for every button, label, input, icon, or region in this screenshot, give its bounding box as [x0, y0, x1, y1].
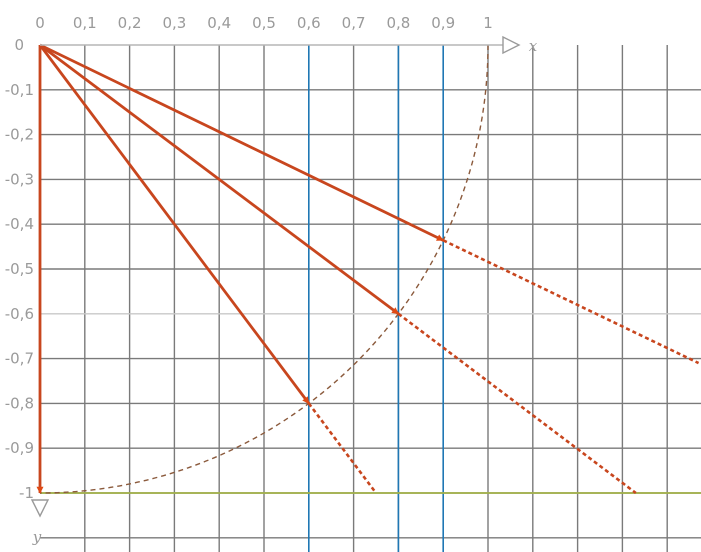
y-tick-label: 0 — [14, 36, 24, 54]
x-tick-label: 0,7 — [342, 14, 366, 32]
x-tick-label: 0,6 — [297, 14, 321, 32]
y-tick-label: -1 — [19, 484, 34, 502]
vector-arrow — [39, 43, 400, 315]
x-tick-label: 0,9 — [431, 14, 455, 32]
x-axis-name: x — [529, 37, 538, 55]
quarter-circle-path — [39, 44, 489, 494]
x-tick-label: 0,8 — [386, 14, 410, 32]
vector-arrow — [38, 44, 310, 405]
dashed-continuations — [307, 239, 700, 495]
x-tick-label: 0 — [35, 14, 45, 32]
y-tick-label: -0,5 — [5, 260, 34, 278]
y-tick-label: -0,1 — [5, 81, 34, 99]
tick-labels: 0 0,1 0,2 0,3 0,4 0,5 0,6 0,7 0,8 0,9 1 0 -0,1 -0,2 -0… — [5, 14, 538, 546]
quarter-circle-curve — [39, 44, 489, 494]
dashed-continuation-line — [442, 239, 700, 365]
x-axis-arrow-icon — [502, 35, 521, 55]
y-tick-label: -0,9 — [5, 439, 34, 457]
y-tick-label: -0,2 — [5, 126, 34, 144]
x-tick-label: 0,2 — [118, 14, 142, 32]
x-tick-label: 0,3 — [162, 14, 186, 32]
axes — [30, 35, 521, 518]
highlight-lines — [40, 45, 701, 552]
vectors — [36, 43, 444, 494]
x-tick-label: 0,1 — [73, 14, 97, 32]
dashed-continuation-line — [307, 402, 378, 494]
vector-arrow — [39, 43, 444, 242]
y-axis-arrow-icon — [30, 499, 50, 518]
x-tick-label: 0,4 — [207, 14, 231, 32]
x-tick-label: 0,5 — [252, 14, 276, 32]
y-tick-label: -0,7 — [5, 350, 34, 368]
dashed-continuation-line — [397, 312, 637, 495]
y-tick-label: -0,8 — [5, 394, 34, 412]
y-axis-name: y — [32, 528, 42, 546]
y-tick-label: -0,4 — [5, 215, 34, 233]
y-tick-label: -0,6 — [5, 305, 34, 323]
x-tick-label: 1 — [483, 14, 493, 32]
y-tick-label: -0,3 — [5, 170, 34, 188]
